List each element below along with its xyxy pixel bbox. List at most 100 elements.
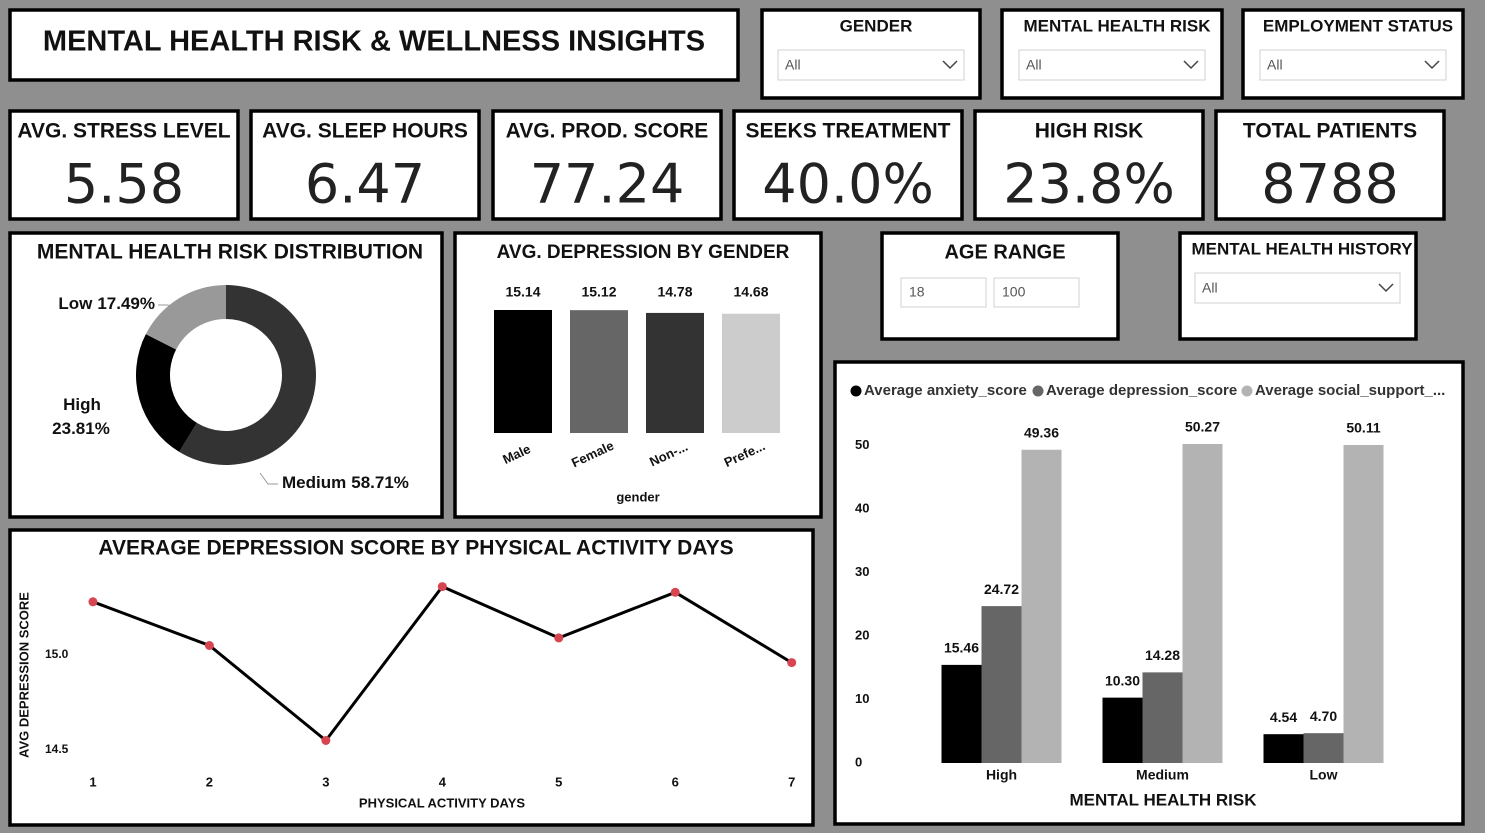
gender-filter[interactable]: GENDER All (760, 8, 982, 100)
bar (981, 606, 1022, 763)
dropdown[interactable] (1018, 49, 1206, 81)
chart-title: AVG. DEPRESSION BY GENDER (497, 242, 790, 263)
filter-label: GENDER (840, 16, 913, 35)
dropdown[interactable] (1194, 272, 1401, 304)
chevron (942, 60, 958, 70)
slice-category: Medium (282, 473, 346, 492)
slice-category: High (63, 395, 101, 414)
legend-label: Average social_support_... (1255, 382, 1445, 399)
legend-label: Average depression_score (1046, 382, 1237, 399)
donut-panel (8, 231, 444, 519)
slice-label: Low 17.49% (58, 294, 155, 313)
x-tick-label: High (986, 767, 1017, 783)
x-tick-label: Low (1310, 767, 1338, 783)
bar (494, 310, 552, 433)
legend-marker (1241, 385, 1253, 397)
y-tick-label: 20 (855, 628, 869, 643)
bar (570, 310, 628, 433)
dropdown-value: All (1026, 57, 1042, 73)
kpi-card (732, 109, 964, 221)
risk-filter[interactable]: MENTAL HEALTH RISK All (1000, 8, 1224, 100)
kpi-card (249, 109, 481, 221)
kpi-card (8, 109, 240, 221)
slice-category: Low (58, 294, 93, 313)
point (88, 597, 98, 607)
dropdown-value: All (1202, 280, 1218, 296)
bar (1343, 444, 1384, 763)
data-label: 15.14 (505, 284, 540, 300)
dropdown[interactable] (1259, 49, 1447, 81)
kpi-card (1214, 109, 1446, 221)
age-range-filter[interactable]: AGE RANGE 18 100 (880, 231, 1120, 341)
filter-label: EMPLOYMENT STATUS (1263, 16, 1453, 35)
y-tick-label: 50 (855, 437, 869, 452)
bar (1102, 697, 1143, 763)
legend-label: Average anxiety_score (864, 382, 1027, 399)
line-panel (8, 528, 815, 827)
kpi-value: 5.58 (64, 153, 184, 216)
point (787, 658, 797, 668)
range-min[interactable] (900, 277, 987, 308)
x-axis-title: MENTAL HEALTH RISK (1070, 790, 1258, 809)
slice-value: 17.49% (97, 294, 155, 313)
point (437, 582, 447, 592)
y-tick-label: 30 (855, 564, 869, 579)
kpi-label: SEEKS TREATMENT (746, 120, 951, 143)
point (554, 633, 564, 643)
dropdown-value: All (1267, 57, 1283, 73)
bar (1303, 733, 1344, 763)
kpi-value: 6.47 (305, 153, 425, 216)
kpi-value: 8788 (1261, 153, 1398, 216)
x-tick-label: 2 (206, 774, 213, 789)
filter-label: MENTAL HEALTH HISTORY (1192, 239, 1414, 258)
dashboard-title: MENTAL HEALTH RISK & WELLNESS INSIGHTS (43, 26, 705, 58)
kpi-label: TOTAL PATIENTS (1243, 120, 1417, 143)
data-label: 14.78 (657, 284, 692, 300)
dropdown-value: All (785, 57, 801, 73)
y-tick-label: 14.5 (45, 742, 69, 756)
bar (1182, 443, 1223, 763)
bar (646, 312, 704, 433)
chart-title: AVERAGE DEPRESSION SCORE BY PHYSICAL ACT… (98, 537, 733, 560)
filter-label: MENTAL HEALTH RISK (1024, 16, 1212, 35)
kpi-label: AVG. PROD. SCORE (506, 120, 709, 143)
bar (941, 664, 982, 763)
chart-title: MENTAL HEALTH RISK DISTRIBUTION (37, 241, 423, 264)
kpi-value: 23.8% (1003, 153, 1175, 216)
kpi-card (491, 109, 723, 221)
donut-slice (136, 334, 197, 452)
x-tick-label: Medium (1136, 767, 1189, 783)
history-filter[interactable]: MENTAL HEALTH HISTORY All (1178, 231, 1418, 341)
slice-value: 23.81% (52, 419, 110, 438)
y-tick-label: 10 (855, 691, 869, 706)
kpi-label: HIGH RISK (1035, 120, 1144, 143)
filter-label: AGE RANGE (944, 241, 1065, 263)
employment-filter[interactable]: EMPLOYMENT STATUS All (1241, 8, 1465, 100)
slice-label: Medium 58.71% (282, 473, 409, 492)
slice-value: 58.71% (351, 473, 409, 492)
x-tick-label: 3 (322, 774, 329, 789)
point (321, 736, 331, 745)
bar (1142, 672, 1183, 763)
x-tick-label: 4 (439, 774, 447, 789)
x-tick-label: 5 (555, 774, 562, 789)
kpi-value: 77.24 (530, 153, 685, 216)
kpi-label: AVG. SLEEP HOURS (262, 120, 468, 143)
dropdown[interactable] (777, 49, 965, 81)
x-axis-title: gender (616, 489, 659, 504)
kpi-row: AVG. STRESS LEVEL 5.58 AVG. SLEEP HOURS 6.4… (8, 109, 1446, 221)
bar (1263, 734, 1304, 763)
bar (1021, 449, 1062, 763)
data-label: 24.72 (984, 581, 1019, 597)
range-min-value: 18 (909, 284, 925, 300)
range-max[interactable] (993, 277, 1080, 308)
x-tick-label: 1 (89, 774, 96, 789)
data-label: 15.46 (944, 640, 979, 656)
x-tick-label: 6 (672, 774, 679, 789)
data-label: 10.30 (1105, 672, 1140, 688)
data-label: 15.12 (581, 284, 616, 300)
x-tick-label: 7 (788, 774, 795, 789)
chevron (1378, 283, 1394, 293)
data-label: 14.28 (1145, 647, 1180, 663)
data-label: 50.11 (1346, 420, 1380, 436)
